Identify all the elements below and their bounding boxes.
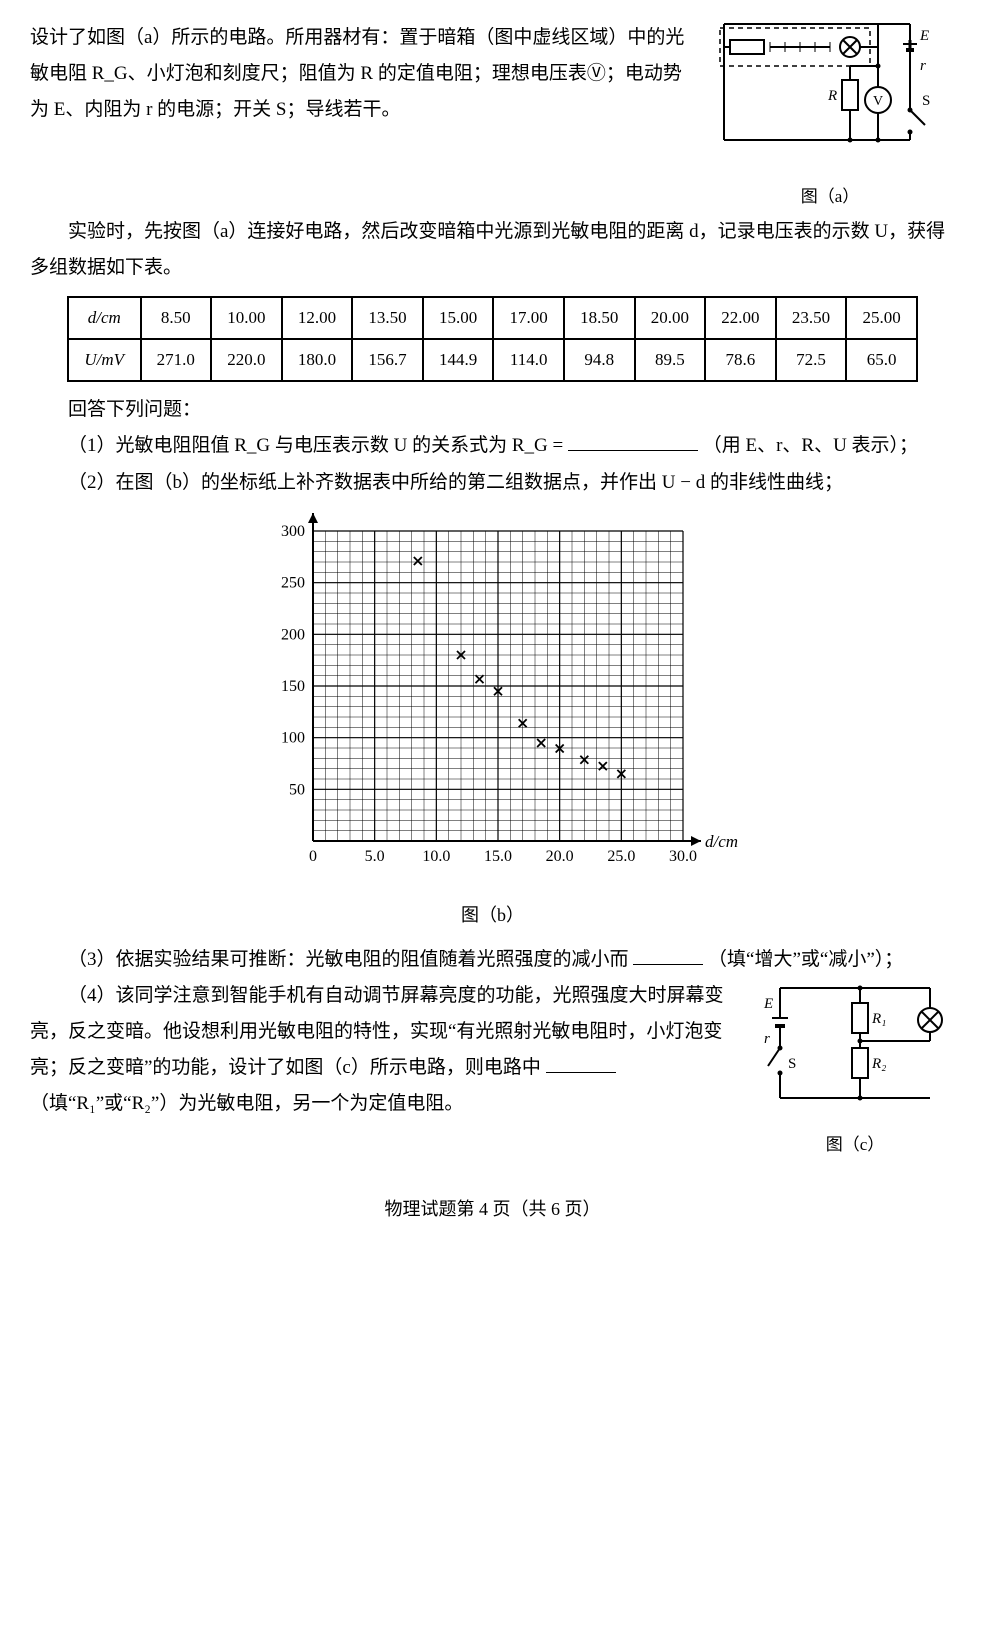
q4-text-a: （4）该同学注意到智能手机有自动调节屏幕亮度的功能，光照强度大时屏幕变亮，反之变… bbox=[30, 985, 724, 1078]
svg-text:S: S bbox=[788, 1056, 796, 1072]
q1-blank bbox=[568, 431, 698, 451]
table-cell: 8.50 bbox=[141, 297, 212, 339]
svg-text:V: V bbox=[873, 94, 883, 109]
figure-c-caption: 图（c） bbox=[755, 1129, 955, 1161]
svg-text:E: E bbox=[919, 28, 929, 44]
row-label-u: U/mV bbox=[68, 339, 141, 381]
intro-paragraph-2: 实验时，先按图（a）连接好电路，然后改变暗箱中光源到光敏电阻的距离 d，记录电压… bbox=[30, 214, 955, 286]
questions-intro: 回答下列问题： bbox=[30, 392, 955, 428]
svg-text:R₁: R₁ bbox=[871, 1011, 886, 1027]
svg-text:R₂: R₂ bbox=[871, 1056, 886, 1072]
table-cell: 15.00 bbox=[423, 297, 494, 339]
table-cell: 114.0 bbox=[493, 339, 564, 381]
figure-c: E r S R₁ R₂ bbox=[755, 978, 955, 1162]
figure-a: E r R V S bbox=[705, 20, 955, 214]
q4-blank bbox=[546, 1053, 616, 1073]
table-cell: 12.00 bbox=[282, 297, 353, 339]
q3-text-a: （3）依据实验结果可推断：光敏电阻的阻值随着光照强度的减小而 bbox=[68, 949, 629, 970]
chart-b: 0 5.0 10.0 15.0 20.0 25.0 30.0 50 100 150 200 250 30… bbox=[30, 511, 955, 932]
svg-text:200: 200 bbox=[281, 626, 305, 643]
svg-text:150: 150 bbox=[281, 678, 305, 695]
question-2: （2）在图（b）的坐标纸上补齐数据表中所给的第二组数据点，并作出 U − d 的… bbox=[30, 465, 955, 501]
svg-text:R: R bbox=[827, 88, 837, 104]
table-cell: 89.5 bbox=[635, 339, 706, 381]
svg-text:d/cm: d/cm bbox=[705, 832, 738, 851]
svg-text:15.0: 15.0 bbox=[484, 848, 512, 865]
q3-blank bbox=[633, 945, 703, 965]
table-cell: 20.00 bbox=[635, 297, 706, 339]
q4-text-b: （填“R₁”或“R₂”）为光敏电阻，另一个为定值电阻。 bbox=[30, 1093, 463, 1114]
svg-text:5.0: 5.0 bbox=[364, 848, 384, 865]
intro-paragraph-1: 设计了如图（a）所示的电路。所用器材有：置于暗箱（图中虚线区域）中的光敏电阻 R… bbox=[30, 20, 695, 128]
svg-text:r: r bbox=[920, 58, 926, 74]
q3-text-b: （填“增大”或“减小”）； bbox=[708, 949, 903, 970]
svg-text:100: 100 bbox=[281, 729, 305, 746]
table-cell: 22.00 bbox=[705, 297, 776, 339]
q1-text-b: （用 E、r、R、U 表示）； bbox=[703, 435, 918, 456]
table-cell: 65.0 bbox=[846, 339, 917, 381]
svg-text:250: 250 bbox=[281, 574, 305, 591]
svg-text:r: r bbox=[764, 1031, 770, 1047]
figure-b-caption: 图（b） bbox=[30, 898, 955, 932]
table-cell: 180.0 bbox=[282, 339, 353, 381]
question-1: （1）光敏电阻阻值 R_G 与电压表示数 U 的关系式为 R_G = （用 E、… bbox=[30, 428, 955, 464]
svg-text:E: E bbox=[763, 996, 773, 1012]
table-cell: 156.7 bbox=[352, 339, 423, 381]
page-footer: 物理试题第 4 页（共 6 页） bbox=[30, 1192, 955, 1226]
table-cell: 13.50 bbox=[352, 297, 423, 339]
table-cell: 72.5 bbox=[776, 339, 847, 381]
table-cell: 10.00 bbox=[211, 297, 282, 339]
table-cell: 17.00 bbox=[493, 297, 564, 339]
row-label-d: d/cm bbox=[68, 297, 141, 339]
question-3: （3）依据实验结果可推断：光敏电阻的阻值随着光照强度的减小而 （填“增大”或“减… bbox=[30, 942, 955, 978]
data-table: d/cm8.5010.0012.0013.5015.0017.0018.5020… bbox=[67, 296, 918, 383]
svg-text:0: 0 bbox=[309, 848, 317, 865]
table-cell: 220.0 bbox=[211, 339, 282, 381]
svg-text:25.0: 25.0 bbox=[607, 848, 635, 865]
table-cell: 23.50 bbox=[776, 297, 847, 339]
svg-text:20.0: 20.0 bbox=[545, 848, 573, 865]
svg-text:U/mV: U/mV bbox=[325, 511, 367, 513]
table-cell: 25.00 bbox=[846, 297, 917, 339]
q1-text-a: （1）光敏电阻阻值 R_G 与电压表示数 U 的关系式为 R_G = bbox=[68, 435, 563, 456]
table-cell: 271.0 bbox=[141, 339, 212, 381]
table-cell: 78.6 bbox=[705, 339, 776, 381]
table-cell: 94.8 bbox=[564, 339, 635, 381]
table-cell: 144.9 bbox=[423, 339, 494, 381]
figure-a-caption: 图（a） bbox=[705, 181, 955, 213]
svg-text:30.0: 30.0 bbox=[669, 848, 697, 865]
svg-text:S: S bbox=[922, 93, 930, 109]
table-cell: 18.50 bbox=[564, 297, 635, 339]
svg-text:50: 50 bbox=[289, 781, 305, 798]
svg-text:300: 300 bbox=[281, 523, 305, 540]
svg-text:10.0: 10.0 bbox=[422, 848, 450, 865]
question-4: （4）该同学注意到智能手机有自动调节屏幕亮度的功能，光照强度大时屏幕变亮，反之变… bbox=[30, 978, 745, 1122]
